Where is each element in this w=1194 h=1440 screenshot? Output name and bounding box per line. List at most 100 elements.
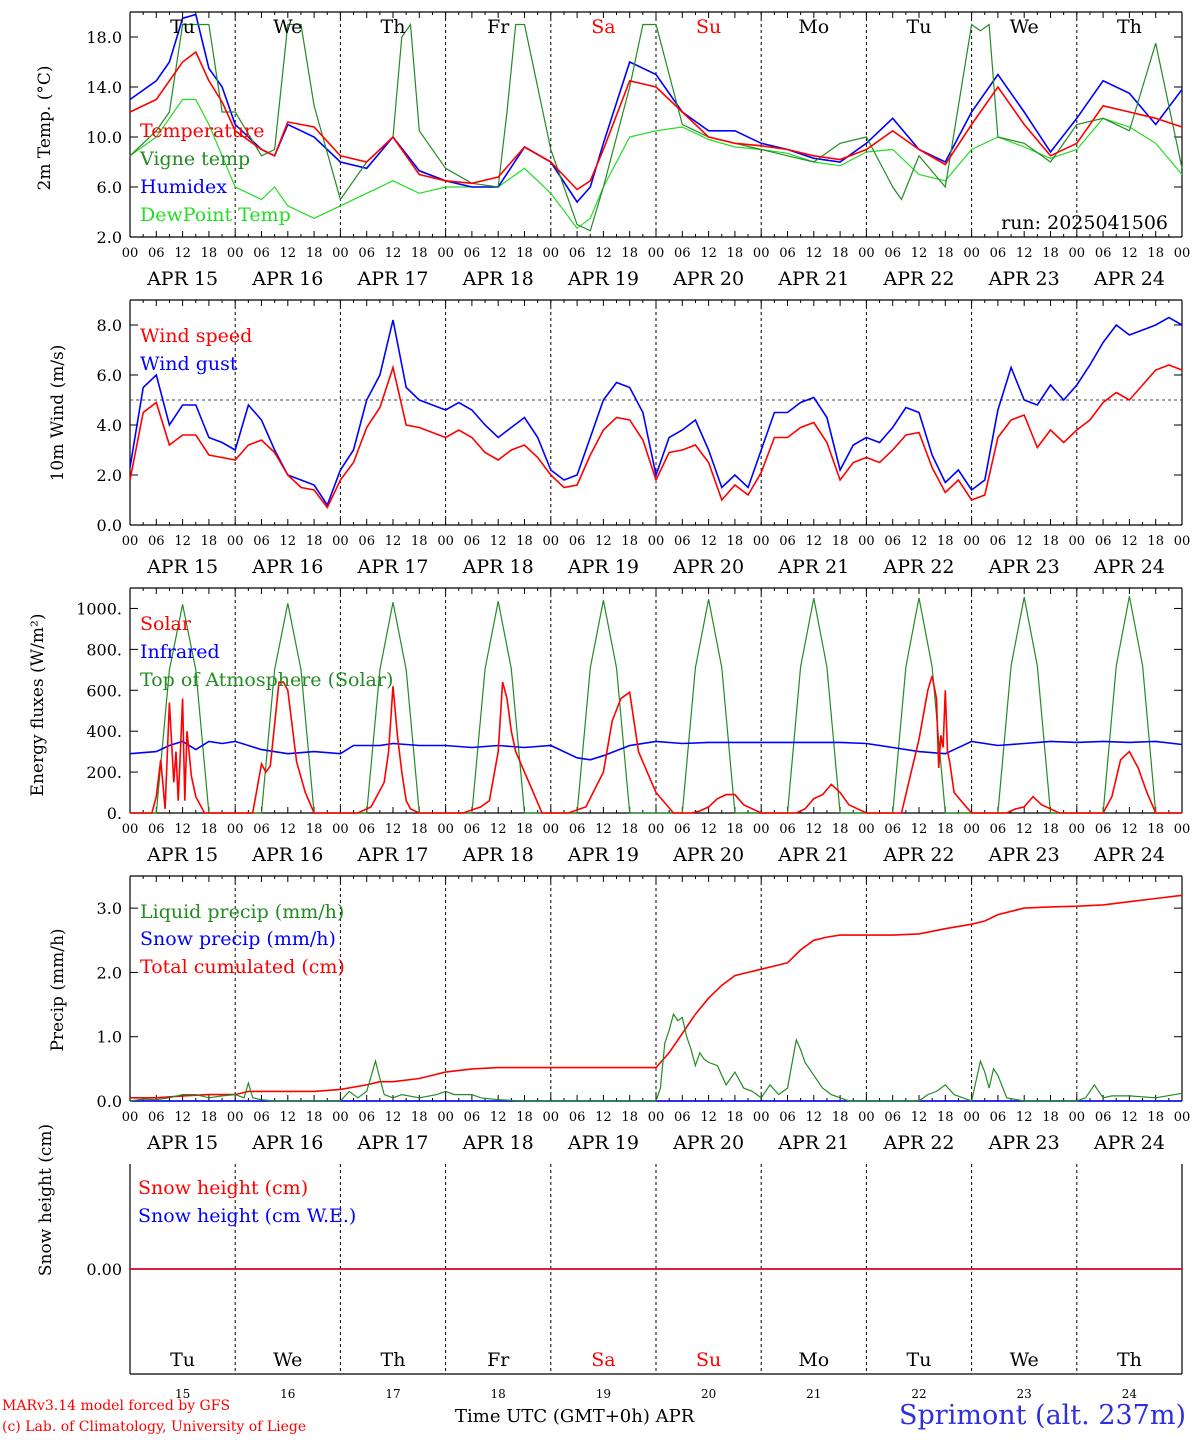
hour-label: 18 [306, 822, 323, 837]
y-axis-label: Snow height (cm) [36, 1124, 56, 1276]
hour-label: 00 [227, 246, 244, 261]
y-tick-label: 1000. [76, 599, 122, 618]
hour-label: 18 [1042, 1110, 1059, 1125]
day-label: Th [381, 1349, 406, 1371]
hour-label: 12 [490, 822, 507, 837]
hour-label: 12 [1016, 246, 1033, 261]
hour-label: 12 [911, 246, 928, 261]
hour-label: 12 [1121, 534, 1138, 549]
hour-label: 12 [700, 246, 717, 261]
station-name: Sprimont (alt. 237m) [899, 1400, 1186, 1431]
day-number-label: 23 [1017, 1387, 1032, 1401]
day-label: Tu [170, 1349, 195, 1371]
hour-label: 00 [963, 1110, 980, 1125]
date-label: APR 23 [988, 556, 1060, 578]
hour-label: 00 [858, 1110, 875, 1125]
date-label: APR 24 [1093, 1132, 1165, 1154]
series-line-dewpoint-temp [129, 98, 1183, 230]
hour-label: 12 [806, 534, 823, 549]
hour-label: 06 [1095, 246, 1112, 261]
hour-label: 12 [595, 822, 612, 837]
y-tick-label: 8.0 [97, 316, 122, 335]
hour-label: 12 [700, 1110, 717, 1125]
hour-label: 18 [937, 822, 954, 837]
hour-label: 00 [1174, 246, 1191, 261]
y-tick-label: 4.0 [97, 416, 122, 435]
hour-label: 00 [753, 246, 770, 261]
y-axis-label: 10m Wind (m/s) [48, 345, 68, 482]
date-label: APR 17 [356, 268, 428, 290]
hour-label: 06 [253, 246, 270, 261]
hour-label: 06 [674, 246, 691, 261]
day-label: We [1010, 16, 1039, 38]
hour-label: 06 [253, 1110, 270, 1125]
hour-label: 18 [201, 1110, 218, 1125]
hour-label: 06 [674, 822, 691, 837]
hour-label: 18 [411, 246, 428, 261]
y-tick-label: 2.0 [97, 228, 122, 247]
y-tick-label: 0.00 [86, 1260, 122, 1279]
legend-entry: Wind gust [140, 353, 238, 375]
legend-entry: DewPoint Temp [140, 204, 291, 226]
legend-entry: Temperature [140, 120, 264, 142]
date-label: APR 17 [356, 1132, 428, 1154]
legend-entry: Humidex [140, 176, 227, 198]
series-line-infrared [129, 740, 1183, 761]
hour-label: 00 [543, 534, 560, 549]
hour-label: 12 [385, 1110, 402, 1125]
hour-label: 06 [990, 822, 1007, 837]
y-tick-label: 2.0 [97, 466, 122, 485]
hour-label: 00 [753, 534, 770, 549]
date-label: APR 21 [777, 268, 849, 290]
hour-label: 12 [385, 246, 402, 261]
model-credit: MARv3.14 model forced by GFS [2, 1398, 231, 1414]
hour-label: 00 [122, 246, 139, 261]
y-axis-label: Energy fluxes (W/m²) [28, 614, 48, 797]
hour-label: 12 [806, 1110, 823, 1125]
hour-label: 12 [1121, 822, 1138, 837]
date-label: APR 18 [462, 268, 534, 290]
date-label: APR 23 [988, 844, 1060, 866]
y-tick-label: 600. [86, 681, 122, 700]
date-label: APR 17 [356, 556, 428, 578]
hour-label: 18 [306, 1110, 323, 1125]
hour-label: 06 [990, 246, 1007, 261]
hour-label: 00 [437, 1110, 454, 1125]
y-tick-label: 10.0 [86, 128, 122, 147]
date-label: APR 22 [882, 268, 954, 290]
day-label: Fr [487, 16, 510, 38]
series-line-solar [130, 675, 1182, 814]
date-label: APR 22 [882, 844, 954, 866]
day-number-label: 15 [175, 1387, 190, 1401]
hour-label: 06 [464, 246, 481, 261]
y-tick-label: 0.0 [97, 1092, 122, 1111]
day-label: Mo [798, 16, 829, 38]
hour-label: 12 [806, 822, 823, 837]
run-label: run: 2025041506 [1001, 212, 1168, 234]
hour-label: 12 [595, 534, 612, 549]
hour-label: 00 [1069, 822, 1086, 837]
hour-label: 00 [648, 822, 665, 837]
day-label: Sa [591, 1349, 615, 1371]
legend-entry: Total cumulated (cm) [140, 956, 345, 978]
y-tick-label: 6.0 [97, 366, 122, 385]
hour-label: 00 [858, 822, 875, 837]
hour-label: 00 [437, 246, 454, 261]
date-label: APR 24 [1093, 844, 1165, 866]
hour-label: 00 [227, 822, 244, 837]
hour-label: 00 [543, 246, 560, 261]
hour-label: 06 [569, 822, 586, 837]
y-tick-label: 400. [86, 722, 122, 741]
hour-label: 06 [779, 246, 796, 261]
day-number-label: 22 [911, 1387, 926, 1401]
y-tick-label: 0.0 [97, 516, 122, 535]
hour-label: 12 [595, 1110, 612, 1125]
hour-label: 18 [1147, 246, 1164, 261]
hour-label: 00 [1174, 1110, 1191, 1125]
hour-label: 06 [148, 822, 165, 837]
hour-label: 06 [1095, 822, 1112, 837]
hour-label: 18 [621, 246, 638, 261]
hour-label: 06 [358, 1110, 375, 1125]
hour-label: 00 [963, 534, 980, 549]
